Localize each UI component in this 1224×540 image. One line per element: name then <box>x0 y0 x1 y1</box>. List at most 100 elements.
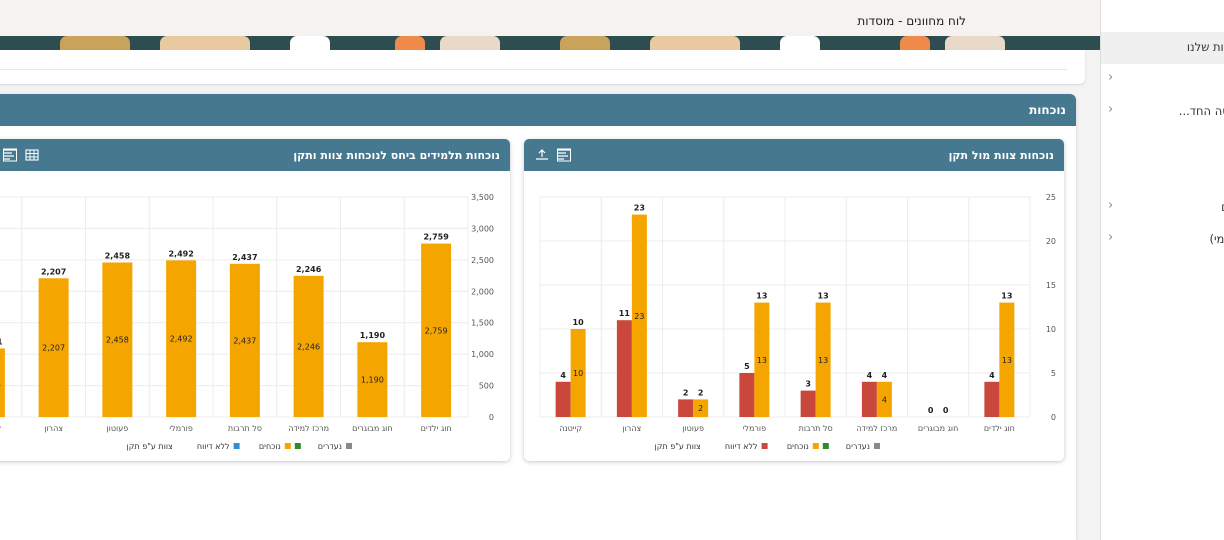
bar <box>800 390 816 417</box>
data-label: 23 <box>634 204 645 213</box>
y-tick-label: 500 <box>479 382 494 391</box>
sidebar-item[interactable]: דבים שלנו <box>1101 160 1224 192</box>
category-label: צהרון <box>44 424 63 433</box>
data-label: 4 <box>882 371 888 380</box>
sidebar-item-label: ים תלמידאטה החד... <box>1178 104 1224 118</box>
data-label-inner: 13 <box>757 356 767 365</box>
data-label: 4 <box>560 371 566 380</box>
data-label-inner: 2,207 <box>42 344 65 353</box>
category-label: פעוטון <box>107 424 129 433</box>
bar <box>631 214 647 417</box>
legend-label: נוכחים <box>787 442 809 451</box>
list-view-icon[interactable] <box>556 147 572 163</box>
legend-swatch <box>761 443 768 449</box>
data-label-inner: 10 <box>573 369 583 378</box>
data-label-inner: 1,190 <box>361 376 384 385</box>
bar <box>421 243 452 417</box>
section-header: נוכחות <box>0 94 1076 126</box>
sidebar-item[interactable]: פים/אחרונים ‹ <box>1101 192 1224 224</box>
chevron-icon[interactable]: ‹ <box>1108 102 1114 117</box>
table-view-icon[interactable] <box>24 147 40 163</box>
student-attendance-chart: 0 500 1,000 1,500 2,000 2,500 3,000 3,500 2,759 2… <box>0 193 494 451</box>
y-tick-label: 15 <box>1046 281 1056 290</box>
bar <box>815 302 831 417</box>
data-label: 10 <box>573 318 585 327</box>
sidebar-item[interactable]: ת מצב הרשות שלנו <box>1101 32 1224 64</box>
category-label: מרכז למידה <box>856 424 897 433</box>
data-label: 2,759 <box>423 233 449 242</box>
category-label: פעוטון <box>682 424 704 433</box>
bar <box>739 373 755 417</box>
category-label: חוג מבוגרים <box>918 424 958 433</box>
legend-swatch <box>294 443 301 449</box>
bar <box>876 381 892 417</box>
y-tick-label: 0 <box>489 413 494 422</box>
data-label: 4 <box>989 371 995 380</box>
sidebar-item-label: פים/אחרונים <box>1221 200 1224 214</box>
chevron-icon[interactable]: ‹ <box>1108 70 1114 85</box>
bar <box>293 275 324 417</box>
sidebar-item[interactable]: ית <box>1101 0 1224 32</box>
chevron-icon[interactable]: ‹ <box>1108 198 1114 213</box>
data-label-inner: 1,091 <box>0 379 1 388</box>
y-tick-label: 1,000 <box>471 350 494 359</box>
sidebar-item[interactable]: ת שלנו‹ <box>1101 64 1224 96</box>
category-label: חוג ילדים <box>984 424 1015 433</box>
data-label: 13 <box>1001 292 1012 301</box>
category-label: פורמלי <box>743 424 766 433</box>
category-label: חוג ילדים <box>421 424 452 433</box>
bar <box>678 399 694 417</box>
data-label-inner: 4 <box>882 395 887 404</box>
data-label: 2,492 <box>168 249 193 258</box>
data-label: 3 <box>805 380 811 389</box>
bar <box>693 399 709 417</box>
bar <box>754 302 770 417</box>
data-label: 5 <box>744 362 750 371</box>
sidebar-item[interactable]: ודעות <box>1101 128 1224 160</box>
chevron-icon[interactable]: ‹ <box>1108 230 1114 245</box>
legend-swatch <box>812 443 819 449</box>
y-tick-label: 5 <box>1051 369 1056 378</box>
bar <box>861 381 877 417</box>
top-header: לוח מחוונים - מוסדות <box>0 0 1100 50</box>
data-label: 2,437 <box>232 253 257 262</box>
legend-label: צוות ע"פ תקן <box>127 442 174 451</box>
sidebar-nav: יתת מצב הרשות שלנות שלנו‹ים תלמידאטה החד… <box>1100 0 1224 540</box>
export-icon[interactable] <box>534 147 550 163</box>
list-view-icon[interactable] <box>2 147 18 163</box>
data-label: 0 <box>943 406 949 415</box>
legend-swatch <box>874 443 880 449</box>
bar <box>555 381 571 417</box>
y-tick-label: 3,500 <box>471 193 494 202</box>
category-label: קייטנה <box>0 424 2 433</box>
top-panel <box>0 50 1085 84</box>
y-tick-label: 20 <box>1046 237 1056 246</box>
sidebar-item[interactable]: מערכת (פנימי) ‹ <box>1101 224 1224 256</box>
card-title: נוכחות צוות מול תקן <box>948 149 1054 162</box>
category-label: סל תרבות <box>799 424 833 433</box>
card-title: נוכחות תלמידים ביחס לנוכחות צוות ותקן <box>293 149 500 162</box>
bar <box>984 381 1000 417</box>
bar <box>102 262 133 417</box>
data-label-inner: 2,458 <box>106 336 129 345</box>
bar <box>616 320 632 417</box>
data-label: 2,458 <box>105 251 131 260</box>
y-tick-label: 2,500 <box>471 256 494 265</box>
bar <box>570 329 586 417</box>
y-tick-label: 2,000 <box>471 287 494 296</box>
bar <box>999 302 1015 417</box>
sidebar-item-label: מערכת (פנימי) <box>1209 232 1224 246</box>
bar <box>38 278 69 417</box>
sidebar-item[interactable]: ים תלמידאטה החד... ‹ <box>1101 96 1224 128</box>
data-label: 2 <box>683 388 689 397</box>
data-label: 13 <box>756 292 767 301</box>
category-label: חוג מבוגרים <box>352 424 392 433</box>
bar <box>166 260 197 417</box>
data-label-inner: 2,492 <box>170 335 193 344</box>
category-label: מרכז למידה <box>288 424 329 433</box>
bar <box>0 348 5 417</box>
legend-swatch <box>822 443 829 449</box>
category-label: סל תרבות <box>228 424 262 433</box>
category-label: פורמלי <box>169 424 192 433</box>
